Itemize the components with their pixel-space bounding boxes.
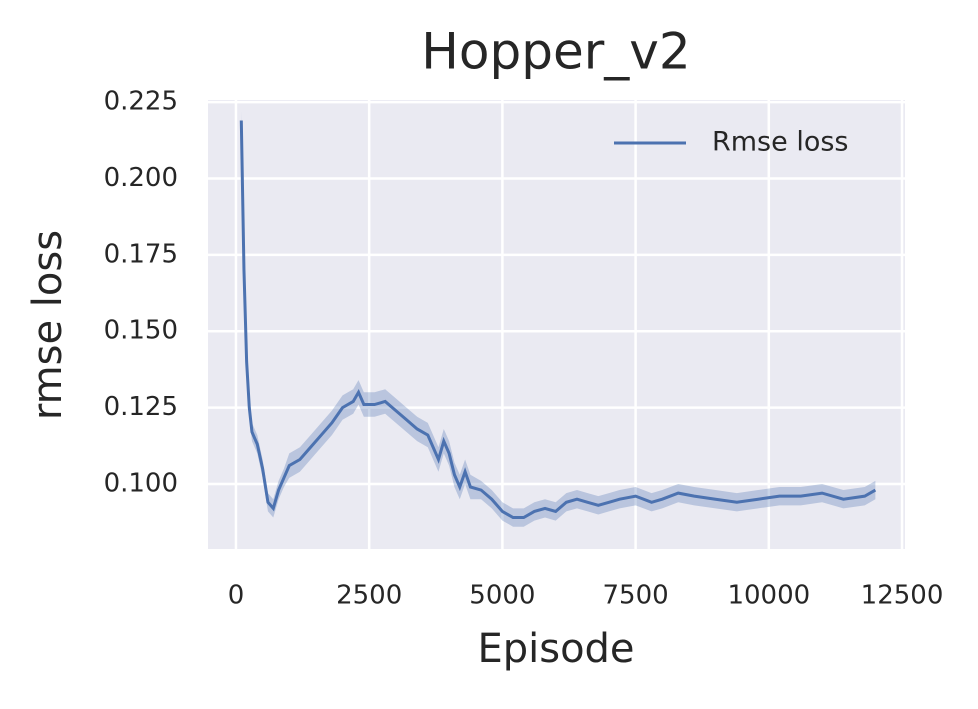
x-tick-label: 2500 [336,581,402,611]
y-tick-label: 0.100 [104,468,178,498]
x-tick-label: 0 [228,581,245,611]
plot-area [208,100,905,549]
x-tick-label: 7500 [603,581,669,611]
x-axis-label: Episode [477,626,634,672]
y-tick-label: 0.125 [104,392,178,422]
data-line [239,120,877,520]
x-tick-label: 10000 [727,581,810,611]
x-tick-label: 12500 [861,581,944,611]
grid [208,100,905,549]
marks [239,111,877,527]
y-tick-label: 0.225 [104,87,178,117]
y-tick-label: 0.200 [104,163,178,193]
x-tick-label: 5000 [469,581,535,611]
legend-label: Rmse loss [712,127,848,158]
chart-title: Hopper_v2 [421,23,690,81]
y-tick-label: 0.150 [104,316,178,346]
confidence-band [241,111,876,527]
y-tick-label: 0.175 [104,239,178,269]
y-axis-label: rmse loss [25,230,71,420]
